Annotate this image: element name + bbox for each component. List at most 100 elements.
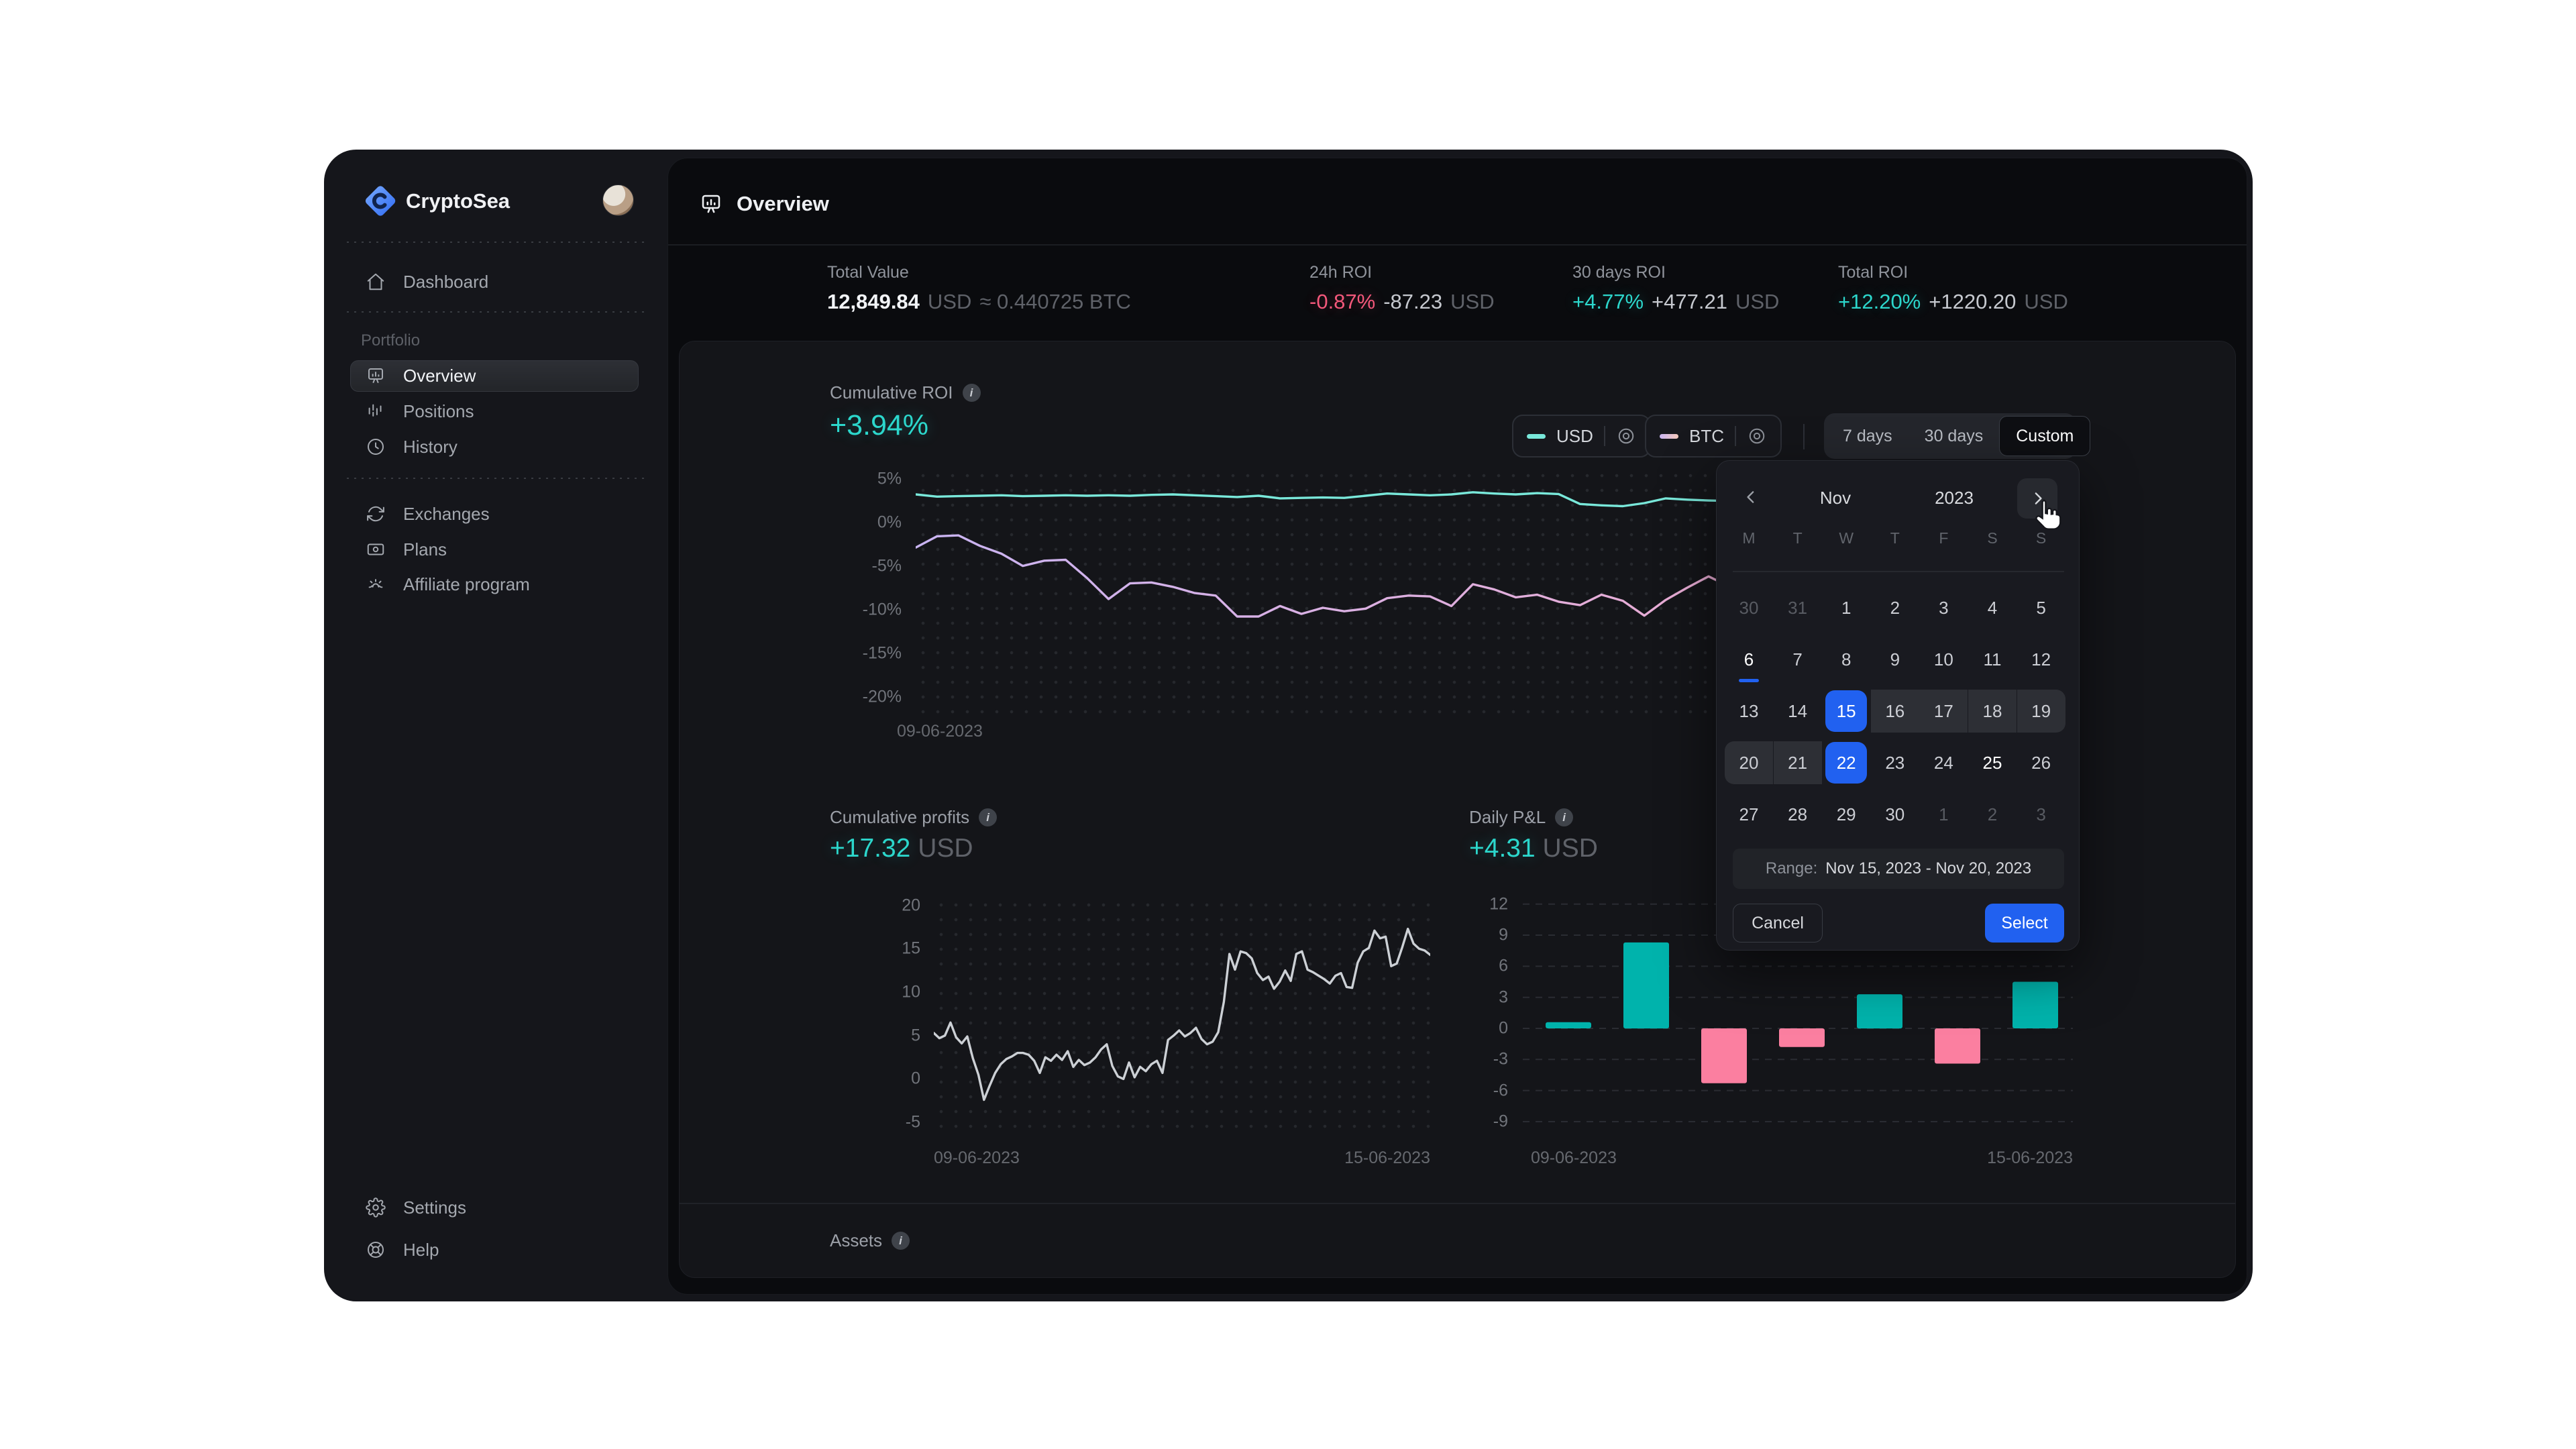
calendar-day-1[interactable]: 1 [1841,597,1851,618]
calendar-day-31[interactable]: 31 [1788,597,1808,618]
calendar-day-16[interactable]: 16 [1870,690,1919,733]
range-button-30-days[interactable]: 30 days [1924,426,1984,445]
usd-series-toggle[interactable]: USD [1512,415,1651,458]
calendar-day-15[interactable]: 15 [1822,690,1870,733]
sidebar-item-affiliate-program[interactable]: Affiliate program [366,570,530,599]
calendar-day-9[interactable]: 9 [1890,649,1900,669]
x-axis-date-label: 15-06-2023 [1987,1148,2073,1167]
calendar-day-23[interactable]: 23 [1885,752,1905,773]
sidebar-item-plans[interactable]: Plans [366,535,447,564]
axis-tick-label: 0 [1499,1018,1508,1038]
stat-value-part: +477.21 [1652,290,1727,313]
x-axis-date-label: 09-06-2023 [1531,1148,1617,1167]
cumulative-profits-plot [934,898,1430,1134]
x-axis-date-label: 15-06-2023 [1344,1148,1430,1167]
stat-value-part: +1220.20 [1929,290,2017,313]
calendar-day-2[interactable]: 2 [1890,597,1900,618]
sidebar-item-dashboard[interactable]: Dashboard [366,267,488,297]
calendar-day-21[interactable]: 21 [1773,741,1822,784]
axis-tick-label: 5% [877,469,902,488]
axis-tick-label: -20% [862,687,902,706]
calendar-day-30[interactable]: 30 [1739,597,1759,618]
sidebar-item-help[interactable]: Help [366,1235,439,1265]
sidebar-divider [347,311,645,313]
avatar[interactable] [602,184,634,216]
calendar-day-25[interactable]: 25 [1982,752,2002,773]
sidebar-item-label: Exchanges [403,503,490,524]
eye-icon[interactable] [1616,426,1636,446]
calendar-day-2[interactable]: 2 [1987,804,1998,824]
gear-icon [366,1197,386,1218]
stat-value: 12,849.84 USD ≈ 0.440725 BTC [827,290,1131,314]
calendar-day-1[interactable]: 1 [1939,804,1949,824]
eye-icon[interactable] [1747,426,1767,446]
calendar-day-10[interactable]: 10 [1933,649,1953,669]
calendar-year-label[interactable]: 2023 [1935,488,1974,508]
calendar-day-13[interactable]: 13 [1739,700,1759,721]
stat-value-part: USD [2024,290,2068,313]
stat-value-part: USD [1450,290,1495,313]
sidebar-active-highlight [350,360,639,392]
calendar-month-label[interactable]: Nov [1819,488,1851,508]
x-axis-date-label: 09-06-2023 [934,1148,1020,1167]
sidebar-item-exchanges[interactable]: Exchanges [366,499,490,529]
calendar-day-27[interactable]: 27 [1739,804,1759,824]
cancel-button[interactable]: Cancel [1733,904,1823,943]
sidebar-item-positions[interactable]: Positions [366,396,474,426]
calendar-day-12[interactable]: 12 [2031,649,2051,669]
cumulative-profits-header: Cumulative profits i [830,807,998,828]
calendar-day-7[interactable]: 7 [1792,649,1803,669]
calendar-day-30[interactable]: 30 [1885,804,1905,824]
sidebar-item-label: Overview [403,365,476,386]
daily-pnl-plot [1523,898,2073,1134]
calendar-weekday-label: S [2035,529,2047,547]
calendar-day-17[interactable]: 17 [1919,690,1968,733]
axis-tick-label: 0% [877,513,902,532]
calendar-day-11[interactable]: 11 [1983,649,2002,669]
sidebar-item-label: Affiliate program [403,574,530,594]
calendar-day-28[interactable]: 28 [1788,804,1808,824]
sidebar-divider [347,241,645,243]
axis-tick-label: -6 [1493,1081,1508,1100]
calendar-prev-month-button[interactable] [1737,482,1766,512]
calendar-day-14[interactable]: 14 [1788,700,1808,721]
controls-divider [1803,424,1805,449]
select-button[interactable]: Select [1985,904,2064,943]
today-indicator [1739,679,1759,682]
page-title: Overview [737,192,829,215]
calendar-day-19[interactable]: 19 [2017,690,2065,733]
sidebar-item-label: History [403,436,458,457]
calendar-day-8[interactable]: 8 [1841,649,1851,669]
clock-icon [366,437,386,457]
calendar-day-18[interactable]: 18 [1968,690,2017,733]
sidebar-item-label: Plans [403,539,447,559]
info-icon[interactable]: i [962,384,981,402]
info-icon[interactable]: i [979,808,998,826]
calendar-day-24[interactable]: 24 [1933,752,1953,773]
calendar-day-3[interactable]: 3 [2036,804,2046,824]
calendar-day-4[interactable]: 4 [1987,597,1998,618]
calendar-weekday-label: W [1839,529,1854,547]
calendar-day-selected: 15 [1825,690,1868,732]
btc-series-toggle[interactable]: BTC [1645,415,1782,458]
assets-title: Assets [830,1230,883,1250]
range-button-custom[interactable]: Custom [1999,416,2091,456]
sidebar-item-overview[interactable]: Overview [366,361,476,390]
stat-value: +4.77% +477.21 USD [1572,290,1779,314]
calendar-day-29[interactable]: 29 [1836,804,1856,824]
calendar-day-3[interactable]: 3 [1939,597,1949,618]
axis-tick-label: 3 [1499,987,1508,1007]
pill-divider [1735,426,1736,446]
calendar-weekday-label: T [1890,529,1900,547]
calendar-day-20[interactable]: 20 [1725,741,1773,784]
sidebar-item-history[interactable]: History [366,432,458,462]
calendar-day-6[interactable]: 6 [1725,638,1773,682]
sidebar-item-settings[interactable]: Settings [366,1193,466,1222]
calendar-day-22[interactable]: 22 [1822,741,1870,784]
info-icon[interactable]: i [892,1232,910,1250]
calendar-day-26[interactable]: 26 [2031,752,2051,773]
range-button-7-days[interactable]: 7 days [1843,426,1892,445]
info-icon[interactable]: i [1555,808,1574,826]
calendar-day-5[interactable]: 5 [2036,597,2046,618]
